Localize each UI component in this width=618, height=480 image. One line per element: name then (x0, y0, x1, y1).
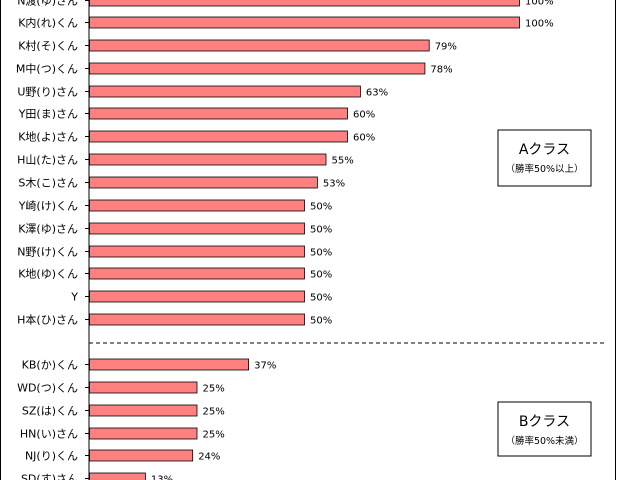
value-label: 53% (323, 179, 345, 190)
bar (89, 130, 348, 143)
bar (89, 472, 146, 480)
class-box-subtitle: （勝率50%以上） (505, 163, 583, 175)
value-label: 25% (203, 384, 225, 395)
value-label: 63% (366, 88, 388, 99)
value-label: 50% (310, 270, 332, 281)
category-label: M中(つ)くん (16, 63, 78, 76)
bar (89, 222, 305, 235)
bar (89, 381, 198, 394)
class-box-title: Aクラス (519, 142, 570, 158)
bar (89, 427, 198, 440)
value-label: 25% (203, 430, 225, 441)
category-label: S木(こ)さん (18, 177, 78, 190)
category-label: KB(か)くん (22, 359, 78, 372)
bar (89, 176, 318, 189)
category-label: K内(れ)くん (18, 16, 78, 30)
bar (89, 358, 250, 371)
value-label: 50% (310, 202, 332, 213)
category-label: NJ(り)くん (25, 450, 78, 463)
bar (89, 290, 305, 303)
bar (89, 153, 327, 166)
category-label: H本(ひ)さん (17, 313, 78, 327)
category-label: N渡(ゆ)さん (17, 0, 78, 8)
bar (89, 16, 520, 29)
bar (89, 107, 348, 120)
value-label: 37% (254, 361, 276, 372)
class-box (497, 129, 592, 187)
category-label: Y田(ま)さん (18, 108, 78, 121)
category-label: WD(つ)くん (17, 382, 78, 395)
bar (89, 267, 305, 280)
value-label: 100% (525, 19, 554, 30)
bar (89, 85, 361, 98)
class-box-subtitle: （勝率50%未満） (505, 435, 583, 447)
category-label: U野(り)さん (17, 86, 78, 99)
frame-right-border (615, 0, 616, 480)
category-label: Y (70, 291, 78, 304)
category-label: SD(す)さん (21, 473, 78, 480)
value-label: 100% (525, 0, 554, 8)
category-label: K村(そ)くん (18, 39, 78, 53)
category-label: K地(よ)さん (18, 131, 78, 144)
category-label: N野(け)くん (17, 246, 78, 259)
bar (89, 449, 194, 462)
category-label: K地(ゆ)くん (18, 268, 78, 281)
bar (89, 39, 430, 52)
value-label: 50% (310, 248, 332, 259)
bar (89, 245, 305, 258)
value-label: 79% (435, 42, 457, 53)
value-label: 24% (198, 452, 220, 463)
bar (89, 404, 198, 417)
value-label: 50% (310, 316, 332, 327)
value-label: 60% (353, 133, 375, 144)
bar (89, 199, 305, 212)
category-label: HN(い)さん (20, 428, 78, 441)
bar (89, 313, 305, 326)
bar (89, 62, 426, 75)
value-label: 60% (353, 110, 375, 121)
class-box-title: Bクラス (519, 414, 570, 430)
value-label: 13% (151, 475, 173, 480)
frame-left-border (0, 0, 1, 480)
value-label: 55% (332, 156, 354, 167)
category-label: Y崎(け)くん (18, 199, 78, 213)
class-box (497, 401, 592, 457)
category-label: H山(た)さん (17, 154, 78, 167)
category-label: K澤(ゆ)さん (18, 223, 78, 236)
bar (89, 0, 520, 7)
value-label: 50% (310, 225, 332, 236)
value-label: 50% (310, 293, 332, 304)
value-label: 78% (430, 65, 452, 76)
category-label: SZ(は)くん (22, 405, 78, 418)
value-label: 25% (203, 407, 225, 418)
